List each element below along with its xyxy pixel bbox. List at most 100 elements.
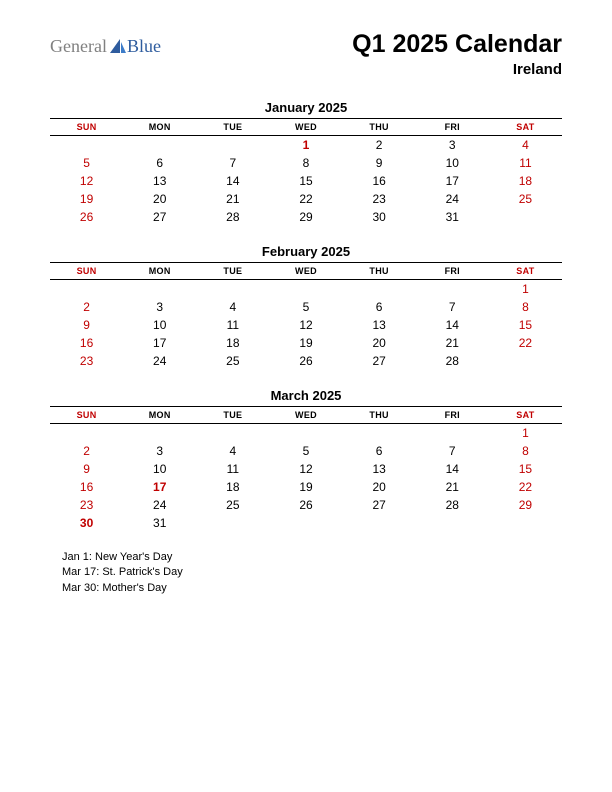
day-cell: 24: [416, 190, 489, 208]
day-cell: [416, 514, 489, 532]
day-cell: 22: [489, 478, 562, 496]
day-cell: 8: [269, 154, 342, 172]
day-cell: 5: [50, 154, 123, 172]
day-cell: 7: [196, 154, 269, 172]
day-cell: 5: [269, 298, 342, 316]
day-cell: [343, 514, 416, 532]
day-cell: 19: [269, 334, 342, 352]
day-cell: 16: [343, 172, 416, 190]
calendar-table: SUNMONTUEWEDTHUFRISAT1234567891011121314…: [50, 262, 562, 370]
day-cell: 21: [416, 334, 489, 352]
logo: General Blue: [50, 36, 161, 57]
day-cell: 4: [489, 136, 562, 155]
day-cell: [489, 514, 562, 532]
day-cell: 24: [123, 352, 196, 370]
day-cell: 23: [343, 190, 416, 208]
day-cell: 18: [196, 334, 269, 352]
day-cell: 4: [196, 442, 269, 460]
day-cell: 11: [196, 460, 269, 478]
page-title: Q1 2025 Calendar: [352, 30, 562, 59]
day-header: SUN: [50, 263, 123, 280]
day-cell: 11: [489, 154, 562, 172]
day-cell: 13: [123, 172, 196, 190]
day-cell: [343, 424, 416, 443]
month-title: February 2025: [50, 244, 562, 259]
day-cell: 24: [123, 496, 196, 514]
day-cell: 29: [489, 496, 562, 514]
day-cell: 25: [196, 496, 269, 514]
day-cell: 7: [416, 298, 489, 316]
day-cell: 17: [123, 478, 196, 496]
day-cell: 13: [343, 316, 416, 334]
day-cell: 2: [50, 442, 123, 460]
day-cell: [269, 280, 342, 299]
day-cell: 3: [123, 442, 196, 460]
day-cell: 23: [50, 496, 123, 514]
day-header: SAT: [489, 119, 562, 136]
day-cell: 28: [196, 208, 269, 226]
day-cell: 20: [343, 334, 416, 352]
day-cell: 6: [123, 154, 196, 172]
day-cell: 5: [269, 442, 342, 460]
day-cell: 1: [489, 424, 562, 443]
day-header: FRI: [416, 263, 489, 280]
day-cell: 11: [196, 316, 269, 334]
day-cell: 9: [50, 316, 123, 334]
day-cell: 28: [416, 352, 489, 370]
title-block: Q1 2025 Calendar Ireland: [352, 30, 562, 78]
day-cell: 12: [269, 316, 342, 334]
day-cell: [489, 208, 562, 226]
day-cell: 12: [269, 460, 342, 478]
day-cell: 4: [196, 298, 269, 316]
day-cell: [50, 280, 123, 299]
day-header: THU: [343, 263, 416, 280]
day-cell: 12: [50, 172, 123, 190]
day-cell: 6: [343, 298, 416, 316]
calendars-container: January 2025SUNMONTUEWEDTHUFRISAT1234567…: [50, 100, 562, 532]
day-cell: 25: [489, 190, 562, 208]
day-cell: 19: [50, 190, 123, 208]
month-title: January 2025: [50, 100, 562, 115]
day-cell: 26: [269, 352, 342, 370]
day-header: TUE: [196, 119, 269, 136]
day-cell: 14: [416, 460, 489, 478]
calendar-table: SUNMONTUEWEDTHUFRISAT1234567891011121314…: [50, 406, 562, 532]
day-cell: 3: [416, 136, 489, 155]
day-header: SAT: [489, 407, 562, 424]
logo-sail-icon: [107, 37, 127, 57]
day-cell: 20: [123, 190, 196, 208]
day-cell: 2: [343, 136, 416, 155]
day-cell: [196, 280, 269, 299]
day-cell: 18: [196, 478, 269, 496]
day-header: MON: [123, 119, 196, 136]
holiday-entry: Mar 30: Mother's Day: [62, 581, 562, 596]
day-cell: 18: [489, 172, 562, 190]
day-cell: [123, 280, 196, 299]
day-cell: 27: [343, 352, 416, 370]
day-cell: [50, 424, 123, 443]
day-cell: 28: [416, 496, 489, 514]
day-header: MON: [123, 407, 196, 424]
day-cell: 27: [123, 208, 196, 226]
day-cell: [269, 514, 342, 532]
day-cell: 29: [269, 208, 342, 226]
day-cell: 15: [269, 172, 342, 190]
day-cell: [489, 352, 562, 370]
day-cell: 8: [489, 442, 562, 460]
calendar-month: March 2025SUNMONTUEWEDTHUFRISAT123456789…: [50, 388, 562, 532]
calendar-table: SUNMONTUEWEDTHUFRISAT1234567891011121314…: [50, 118, 562, 226]
day-cell: 8: [489, 298, 562, 316]
day-cell: 30: [50, 514, 123, 532]
calendar-month: January 2025SUNMONTUEWEDTHUFRISAT1234567…: [50, 100, 562, 226]
logo-text-general: General: [50, 36, 107, 57]
holidays-list: Jan 1: New Year's DayMar 17: St. Patrick…: [50, 550, 562, 596]
day-cell: 9: [343, 154, 416, 172]
month-title: March 2025: [50, 388, 562, 403]
day-header: SUN: [50, 407, 123, 424]
holiday-entry: Jan 1: New Year's Day: [62, 550, 562, 565]
day-cell: 7: [416, 442, 489, 460]
day-cell: 25: [196, 352, 269, 370]
day-cell: 3: [123, 298, 196, 316]
day-cell: [123, 136, 196, 155]
day-cell: 14: [416, 316, 489, 334]
